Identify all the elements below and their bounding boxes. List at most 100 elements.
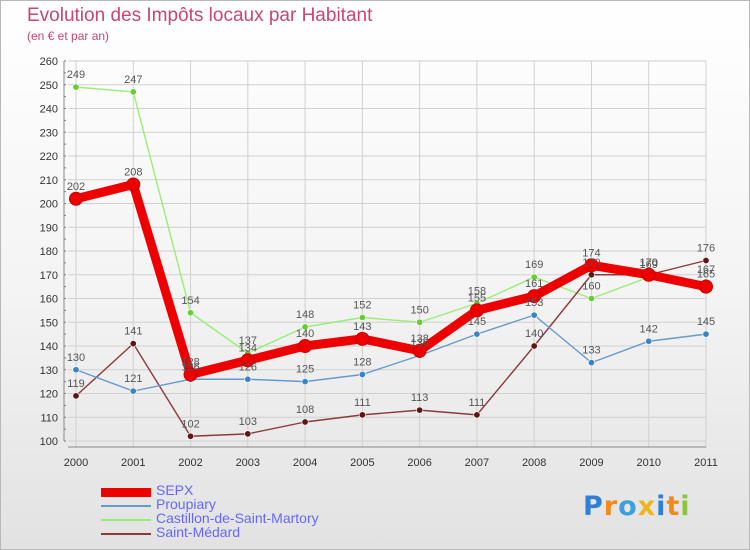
data-label-proupiary: 145 [468, 316, 486, 328]
proxiti-logo: Proxiti [583, 491, 691, 522]
data-label-sepx: 128 [181, 357, 199, 369]
point-sepx [641, 267, 656, 282]
data-label-saint-medard: 111 [354, 397, 371, 409]
point-castillon-de-saint-martory [358, 313, 366, 321]
x-tick-label: 2010 [636, 457, 660, 469]
y-tick-label: 160 [40, 294, 58, 306]
logo-letter: t [666, 491, 681, 522]
axes: 1001101201301401501601701801902002102202… [40, 56, 718, 469]
legend-label: Saint-Médard [156, 524, 241, 540]
data-label-proupiary: 128 [353, 357, 371, 369]
x-tick-label: 2011 [694, 457, 718, 469]
point-sepx [298, 339, 313, 353]
data-label-sepx: 155 [468, 292, 486, 304]
data-label-saint-medard: 103 [239, 416, 257, 428]
point-proupiary [645, 337, 653, 345]
data-label-sepx: 170 [640, 257, 658, 269]
point-sepx [699, 279, 713, 294]
point-castillon-de-saint-martory [416, 318, 424, 326]
point-sepx [126, 177, 141, 192]
data-label-sepx: 161 [525, 278, 543, 290]
data-label-sepx: 202 [67, 181, 85, 193]
data-label-saint-medard: 113 [411, 392, 429, 404]
x-tick-label: 2005 [350, 457, 374, 469]
data-label-sepx: 138 [410, 333, 428, 345]
data-label-proupiary: 130 [67, 352, 85, 364]
data-label-proupiary: 125 [296, 364, 314, 376]
point-sepx [69, 191, 83, 206]
data-label-saint-medard: 119 [67, 378, 85, 390]
point-castillon-de-saint-martory [530, 273, 538, 281]
point-sepx [240, 353, 255, 368]
point-proupiary [244, 375, 252, 383]
point-saint-medard [702, 256, 710, 264]
point-proupiary [72, 366, 80, 374]
data-label-proupiary: 145 [697, 316, 715, 328]
point-proupiary [473, 330, 481, 338]
point-sepx [355, 331, 370, 346]
data-label-castillon-de-saint-martory: 154 [181, 295, 199, 307]
point-castillon-de-saint-martory [301, 323, 309, 331]
data-label-sepx: 208 [124, 167, 142, 179]
legend-swatch [101, 533, 151, 535]
legend-label: Proupiary [156, 496, 216, 512]
data-label-proupiary: 133 [582, 345, 600, 357]
data-label-saint-medard: 102 [181, 418, 199, 430]
x-tick-label: 2006 [407, 457, 431, 469]
point-proupiary [587, 359, 595, 367]
data-label-castillon-de-saint-martory: 169 [640, 259, 658, 271]
point-castillon-de-saint-martory [187, 309, 195, 317]
data-label-castillon-de-saint-martory: 169 [525, 259, 543, 271]
y-tick-label: 240 [40, 104, 58, 116]
data-label-proupiary: 136 [410, 338, 428, 350]
x-tick-label: 2000 [64, 457, 88, 469]
y-tick-label: 200 [40, 199, 58, 211]
data-label-proupiary: 121 [124, 373, 142, 385]
point-saint-medard [72, 392, 80, 400]
logo-letter: x [637, 491, 657, 522]
x-tick-label: 2008 [522, 457, 546, 469]
legend-swatch [101, 519, 151, 521]
point-saint-medard [187, 432, 195, 440]
data-label-castillon-de-saint-martory: 160 [582, 281, 600, 293]
logo-letter: o [618, 491, 638, 522]
point-saint-medard [473, 411, 481, 419]
point-castillon-de-saint-martory [587, 294, 595, 302]
chart-title: Evolution des Impôts locaux par Habitant [27, 5, 373, 26]
logo-letter: r [603, 491, 619, 522]
x-tick-label: 2003 [236, 457, 260, 469]
data-label-proupiary: 126 [181, 361, 199, 373]
logo-letter: P [583, 491, 604, 522]
y-tick-label: 170 [40, 270, 58, 282]
data-label-sepx: 165 [697, 269, 715, 281]
point-saint-medard [129, 340, 137, 348]
series-line-sepx [74, 180, 707, 379]
legend-label: Castillon-de-Saint-Martory [156, 510, 319, 526]
point-sepx [584, 258, 599, 273]
point-proupiary [530, 311, 538, 319]
data-label-saint-medard: 108 [296, 404, 314, 416]
data-label-proupiary: 153 [525, 297, 543, 309]
point-sepx [469, 303, 484, 318]
chart-subtitle: (en € et par an) [27, 29, 110, 43]
y-tick-label: 100 [40, 436, 58, 448]
point-proupiary [129, 387, 137, 395]
point-sepx [183, 367, 198, 382]
data-label-saint-medard: 140 [525, 328, 543, 340]
y-tick-label: 220 [40, 151, 58, 163]
logo-letter: i [680, 491, 691, 522]
x-tick-label: 2002 [178, 457, 202, 469]
point-proupiary [301, 378, 309, 386]
data-label-saint-medard: 176 [697, 243, 715, 255]
x-tick-label: 2004 [293, 457, 317, 469]
point-sepx [412, 343, 427, 358]
x-tick-label: 2009 [579, 457, 603, 469]
point-saint-medard [358, 411, 366, 419]
series-line-castillon-de-saint-martory [75, 86, 707, 354]
y-tick-label: 210 [40, 175, 58, 187]
y-tick-label: 150 [40, 317, 58, 329]
x-tick-label: 2007 [465, 457, 489, 469]
data-label-sepx: 140 [296, 328, 314, 340]
data-label-castillon-de-saint-martory: 167 [697, 264, 715, 276]
